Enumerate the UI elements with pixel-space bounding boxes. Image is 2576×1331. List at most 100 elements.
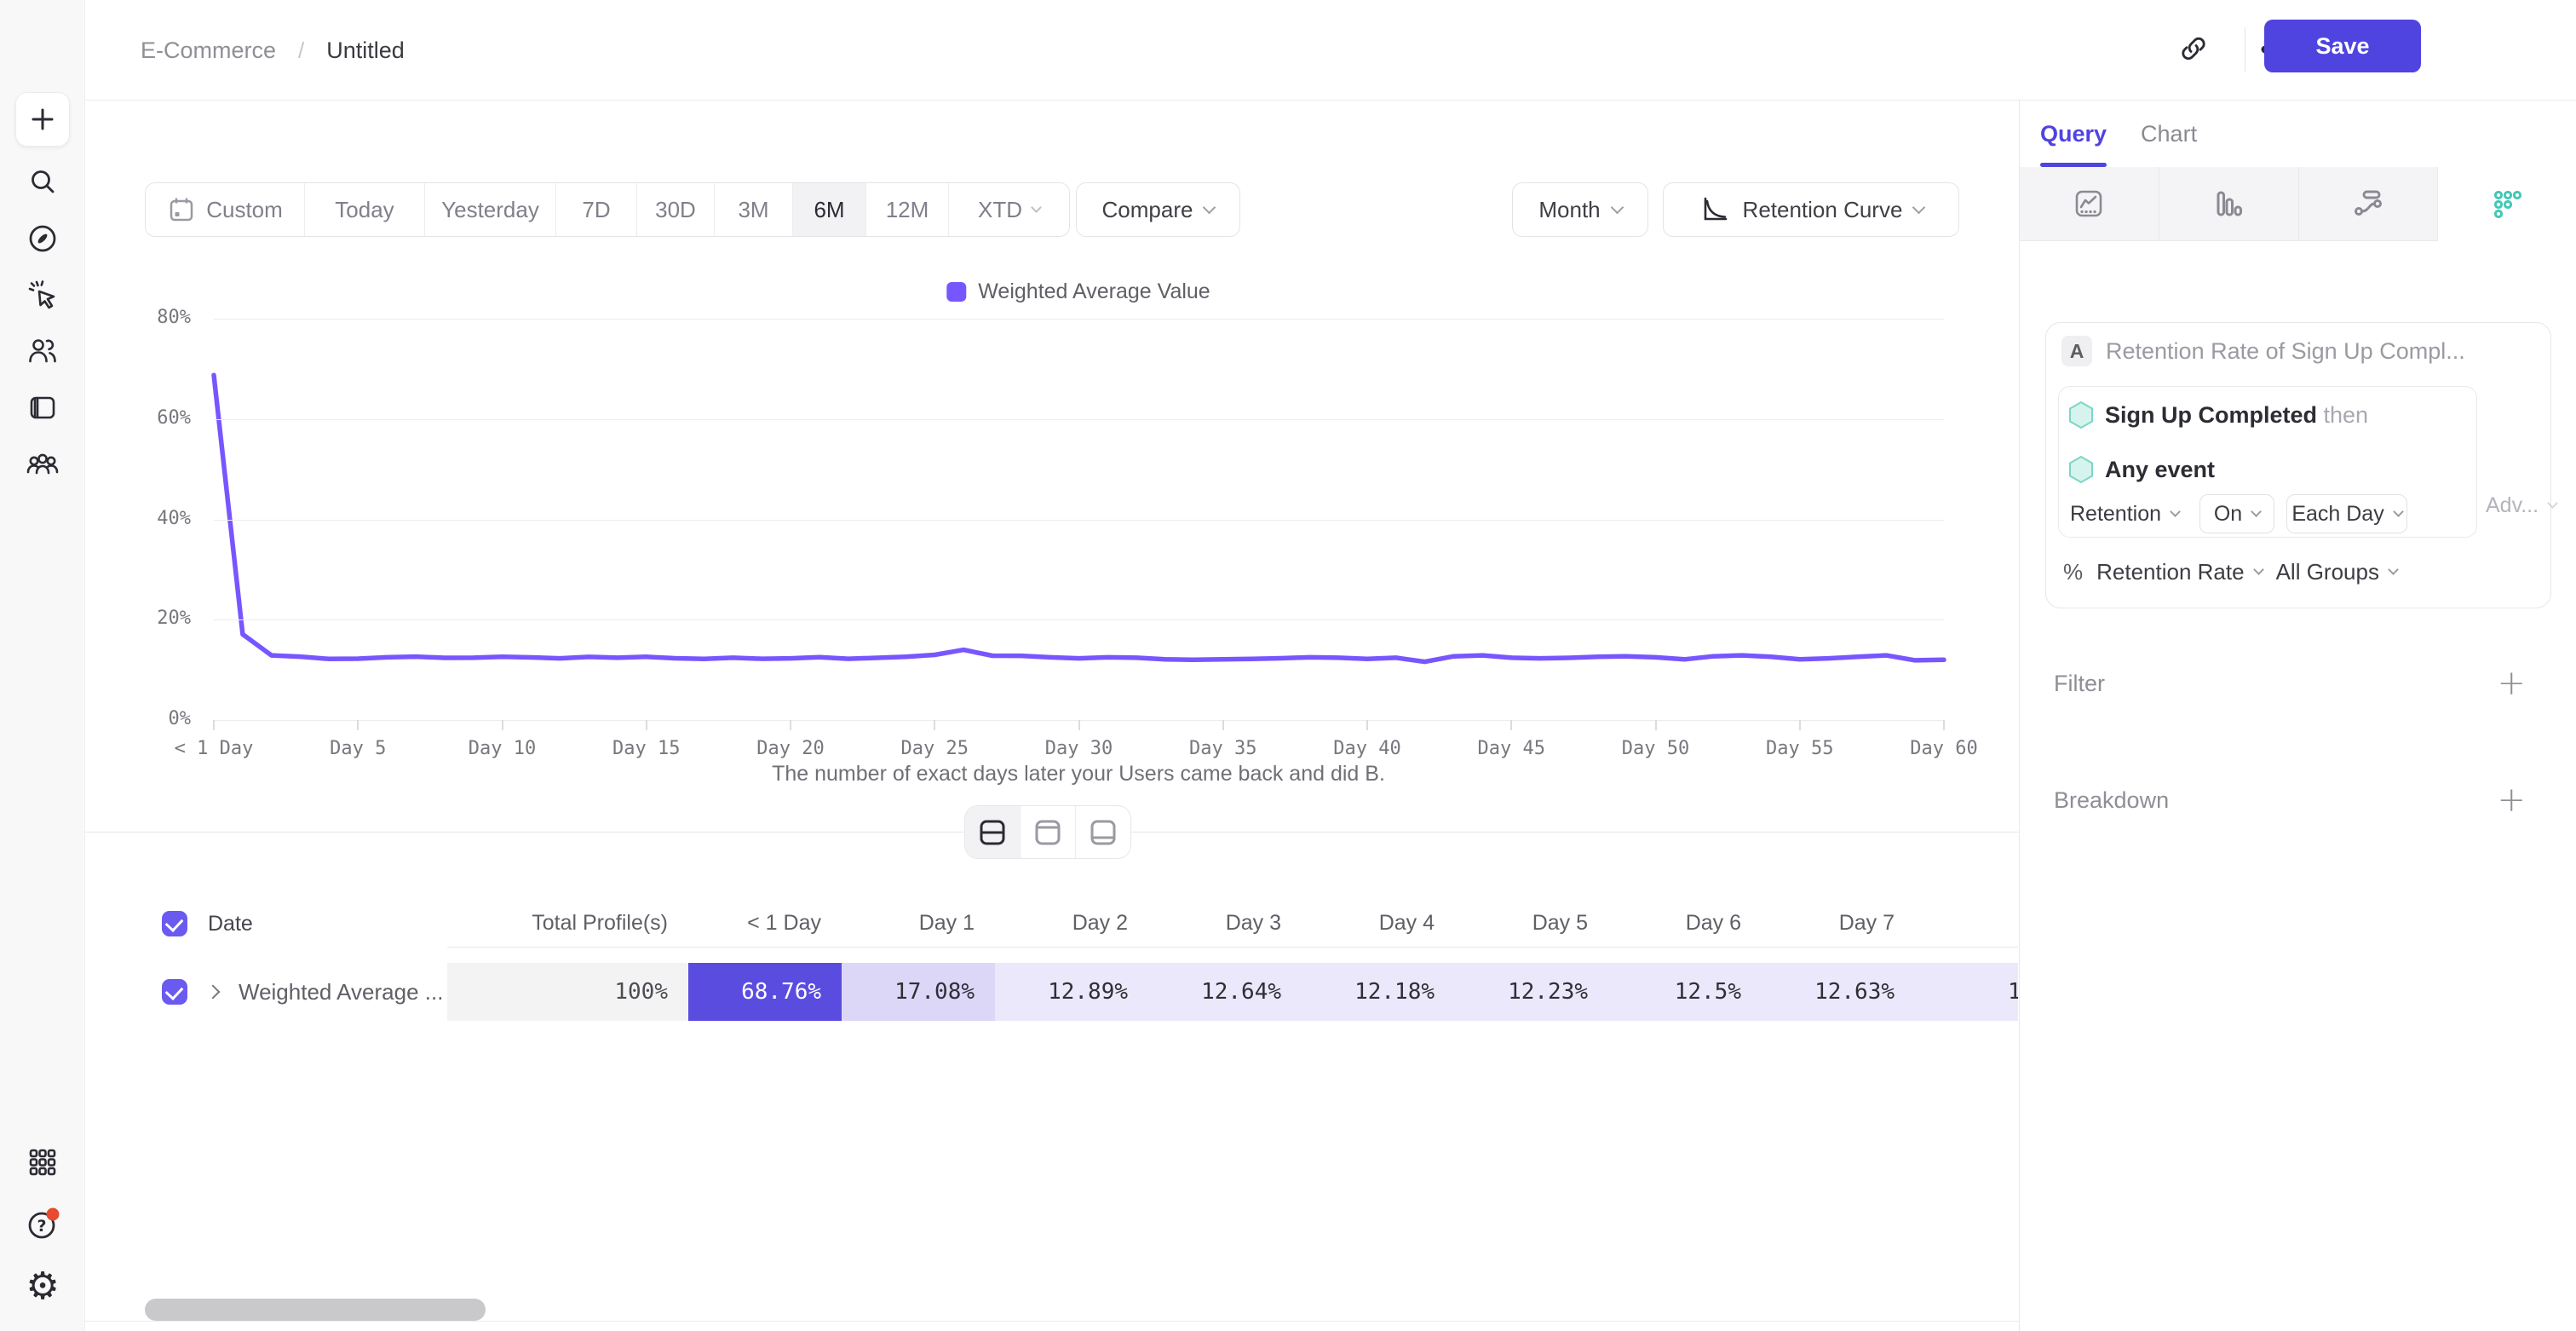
x-tick [1510, 720, 1513, 730]
cell-day3[interactable]: 12.64% [1148, 963, 1302, 1021]
tab-query[interactable]: Query [2040, 101, 2107, 167]
range-today[interactable]: Today [305, 183, 425, 236]
apps-grid-icon[interactable] [27, 1147, 58, 1178]
range-xtd-label: XTD [978, 196, 1022, 222]
range-30d[interactable]: 30D [637, 183, 715, 236]
interval-dropdown[interactable]: Each Day [2286, 494, 2408, 533]
header-day4[interactable]: Day 4 [1302, 900, 1455, 948]
flows-report-tab[interactable] [2298, 167, 2439, 241]
chart-view-button[interactable]: Retention Curve [1663, 182, 1959, 237]
cell-day5[interactable]: 12.23% [1455, 963, 1608, 1021]
create-button[interactable] [15, 92, 70, 147]
cell-total-profiles[interactable]: 100% [447, 963, 688, 1021]
event-hexagon-icon [2067, 455, 2095, 484]
header-day8-clipped[interactable]: D [1915, 900, 2018, 948]
y-tick-label: 0% [168, 708, 192, 729]
header-day6[interactable]: Day 6 [1608, 900, 1762, 948]
legend-swatch [946, 282, 967, 302]
x-tick-label: Day 5 [330, 738, 387, 759]
chart-legend[interactable]: Weighted Average Value [946, 279, 1210, 304]
layout-toggle-group [964, 805, 1131, 859]
x-tick [1366, 720, 1368, 730]
header-day1[interactable]: Day 1 [842, 900, 995, 948]
x-tick [213, 720, 215, 730]
cell-day7[interactable]: 12.63% [1762, 963, 1915, 1021]
x-tick [501, 720, 503, 730]
cell-day4[interactable]: 12.18% [1302, 963, 1455, 1021]
table-header: Date Total Profile(s) < 1 Day Day 1 Day … [85, 900, 2019, 948]
header-lt1day[interactable]: < 1 Day [688, 900, 842, 948]
cell-day2[interactable]: 12.89% [995, 963, 1148, 1021]
range-custom-label: Custom [206, 196, 283, 222]
header-day7[interactable]: Day 7 [1762, 900, 1915, 948]
row-checkbox[interactable] [162, 979, 187, 1005]
x-tick [357, 720, 359, 730]
mode-dropdown[interactable]: Retention [2070, 502, 2181, 527]
compare-button[interactable]: Compare [1076, 182, 1240, 237]
users-icon[interactable] [26, 334, 60, 368]
breadcrumb-current[interactable]: Untitled [326, 37, 405, 63]
retention-report-tab[interactable] [2438, 167, 2576, 241]
groups-dropdown[interactable]: All Groups [2275, 558, 2399, 585]
query-title[interactable]: Retention Rate of Sign Up Compl... [2106, 338, 2465, 364]
notification-dot [46, 1207, 60, 1221]
share-link-icon[interactable] [2179, 34, 2208, 63]
breakdown-label: Breakdown [2054, 786, 2170, 813]
measure-dropdown[interactable]: Retention Rate [2096, 558, 2264, 585]
range-6m-selected[interactable]: 6M [793, 183, 866, 236]
range-7d[interactable]: 7D [556, 183, 637, 236]
layout-split-button[interactable] [965, 806, 1021, 858]
event-b-label[interactable]: Any event [2105, 457, 2216, 482]
help-icon[interactable]: ? [25, 1207, 60, 1242]
settings-gear-icon[interactable]: ⚙︎ [26, 1265, 60, 1308]
layout-table-only-button[interactable] [1076, 806, 1130, 858]
cell-day8-clipped[interactable]: 12. [1915, 963, 2018, 1021]
filter-label: Filter [2054, 670, 2105, 696]
tab-chart[interactable]: Chart [2141, 120, 2198, 147]
save-button[interactable]: Save [2264, 20, 2421, 72]
add-filter-button[interactable]: + [2497, 664, 2526, 703]
insights-report-tab[interactable] [2020, 167, 2159, 241]
select-all-checkbox[interactable] [162, 911, 187, 936]
x-tick-label: Day 25 [900, 738, 969, 759]
search-icon[interactable] [27, 166, 58, 197]
cell-day1[interactable]: 17.08% [842, 963, 995, 1021]
event-a-row[interactable]: Sign Up Completed then [2105, 402, 2368, 429]
range-xtd[interactable]: XTD [949, 183, 1069, 236]
event-a-label: Sign Up Completed [2105, 402, 2317, 428]
horizontal-scrollbar-thumb[interactable] [145, 1299, 486, 1321]
measure-label: Retention Rate [2096, 558, 2245, 585]
on-dropdown[interactable]: On [2199, 494, 2275, 533]
advanced-dropdown[interactable]: Adv... [2486, 493, 2558, 518]
chevron-down-icon [2251, 505, 2263, 517]
cell-lt1day[interactable]: 68.76% [688, 963, 842, 1021]
header-total-profiles[interactable]: Total Profile(s) [447, 900, 688, 948]
compass-icon[interactable] [26, 222, 59, 255]
header-day2[interactable]: Day 2 [995, 900, 1148, 948]
query-badge: A [2061, 336, 2092, 366]
x-tick [1798, 720, 1801, 730]
x-tick-label: < 1 Day [174, 738, 254, 759]
row-expander-icon[interactable] [205, 984, 221, 1000]
gridline [214, 619, 1944, 621]
breadcrumb-parent[interactable]: E-Commerce [141, 37, 277, 63]
range-3m[interactable]: 3M [715, 183, 793, 236]
header-day3[interactable]: Day 3 [1148, 900, 1302, 948]
x-tick-label: Day 30 [1044, 738, 1113, 759]
range-yesterday[interactable]: Yesterday [425, 183, 556, 236]
groups-label: All Groups [2275, 558, 2379, 585]
layout-chart-only-button[interactable] [1021, 806, 1076, 858]
range-12m[interactable]: 12M [866, 183, 949, 236]
cohorts-icon[interactable] [25, 447, 60, 482]
range-custom[interactable]: Custom [146, 183, 305, 236]
header-day5[interactable]: Day 5 [1455, 900, 1608, 948]
cell-day6[interactable]: 12.5% [1608, 963, 1762, 1021]
add-breakdown-button[interactable]: + [2497, 781, 2526, 820]
filter-section: Filter + [2054, 666, 2543, 700]
click-cursor-icon[interactable] [26, 278, 60, 312]
board-icon[interactable] [26, 391, 59, 424]
x-tick-label: Day 45 [1477, 738, 1545, 759]
funnels-report-tab[interactable] [2159, 167, 2299, 241]
granularity-button[interactable]: Month [1512, 182, 1648, 237]
